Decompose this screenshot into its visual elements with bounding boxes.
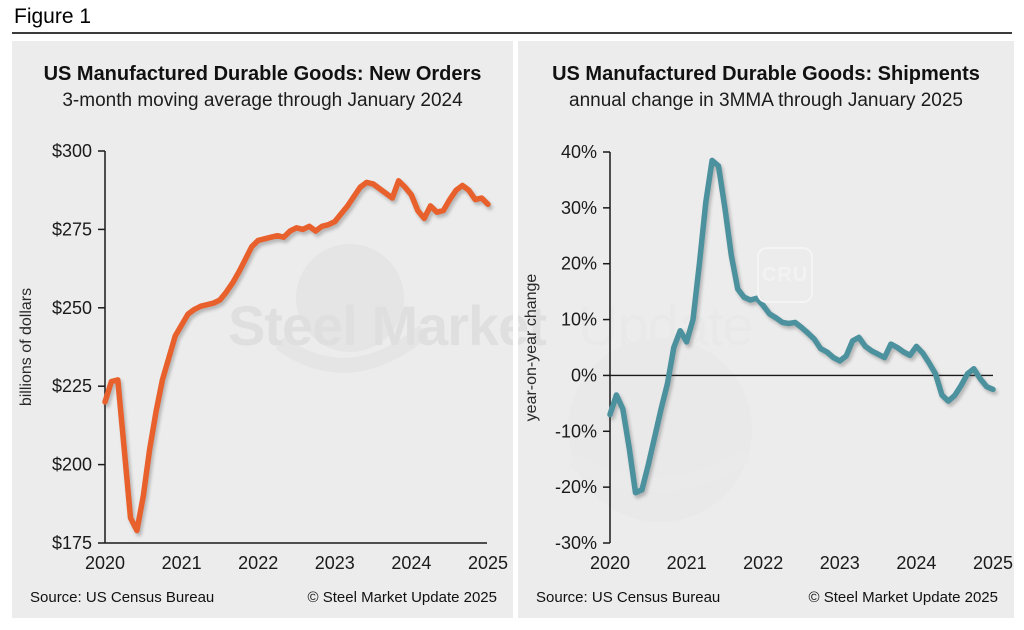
copyright-text: © Steel Market Update 2025	[307, 589, 498, 606]
y-tick-label: $250	[52, 298, 92, 318]
panel-gap-divider	[513, 41, 518, 618]
watermark-text-light: Update	[578, 294, 753, 357]
chart-left-series-line	[102, 178, 491, 534]
x-tick-label: 2024	[896, 553, 936, 573]
smu-logo-swoosh-icon	[275, 244, 752, 522]
y-tick-label: $225	[52, 376, 92, 396]
x-tick-label: 2021	[162, 553, 202, 573]
new-orders-subtitle: 3-month moving average through January 2…	[62, 90, 463, 111]
figure-label: Figure 1	[14, 5, 92, 28]
x-tick-label: 2024	[391, 553, 431, 573]
x-tick-label: 2025	[468, 553, 508, 573]
y-tick-label: 30%	[561, 198, 597, 218]
source-text: Source: US Census Bureau	[536, 589, 721, 606]
shipments-subtitle: annual change in 3MMA through January 20…	[569, 90, 963, 111]
x-tick-label: 2025	[973, 553, 1013, 573]
x-tick-label: 2023	[315, 553, 355, 573]
x-tick-label: 2020	[85, 553, 125, 573]
new-orders-chart: $175 $200 $225 $250 $275 $300 2020 2021 2022 2023…	[18, 141, 508, 573]
y-tick-label: $175	[52, 533, 92, 553]
y-tick-label: 0%	[571, 365, 597, 385]
shipments-panel: US Manufactured Durable Goods: Shipments…	[518, 41, 1014, 618]
y-tick-label: -20%	[555, 477, 597, 497]
y-tick-label: $200	[52, 455, 92, 475]
y-tick-label: 40%	[561, 142, 597, 162]
watermark-layer: Steel Market Update	[228, 244, 754, 522]
y-tick-label: -30%	[555, 533, 597, 553]
x-tick-label: 2021	[667, 553, 707, 573]
y-axis-title: year-on-year change	[523, 274, 540, 422]
y-tick-label: $300	[52, 141, 92, 161]
y-tick-label: 10%	[561, 310, 597, 330]
copyright-text: © Steel Market Update 2025	[808, 589, 999, 606]
shipments-chart: -30% -20% -10% 0% 10% 20% 30% 40% 2020 2021 2022 20…	[523, 142, 1013, 573]
y-tick-label: -10%	[555, 421, 597, 441]
watermark-text-bold: Steel Market	[228, 294, 546, 357]
y-axis-title: billions of dollars	[18, 288, 35, 406]
chart-right-series-line	[607, 157, 996, 496]
source-text: Source: US Census Bureau	[30, 589, 215, 606]
x-tick-label: 2020	[590, 553, 630, 573]
new-orders-panel: US Manufactured Durable Goods: New Order…	[12, 41, 513, 618]
x-tick-label: 2023	[820, 553, 860, 573]
x-tick-label: 2022	[743, 553, 783, 573]
shipments-title: US Manufactured Durable Goods: Shipments	[552, 63, 980, 85]
figure-rule-divider	[12, 32, 1012, 34]
y-tick-label: $275	[52, 219, 92, 239]
new-orders-title: US Manufactured Durable Goods: New Order…	[43, 63, 482, 85]
x-tick-label: 2022	[238, 553, 278, 573]
cru-logo-badge: CRU	[757, 247, 813, 303]
y-tick-label: 20%	[561, 254, 597, 274]
